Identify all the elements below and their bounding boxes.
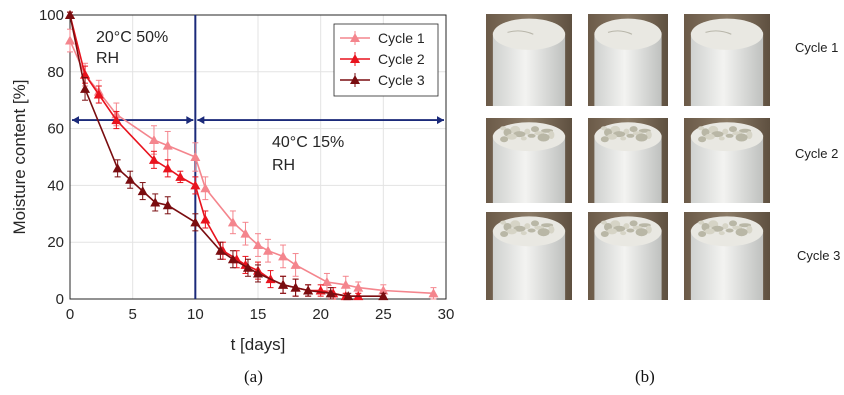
phase-2-arrow-head-left <box>197 116 205 125</box>
y-tick-label: 40 <box>47 177 64 194</box>
x-tick-label: 25 <box>375 306 392 323</box>
data-point <box>190 180 201 190</box>
x-tick-label: 0 <box>66 306 74 323</box>
sample-photo-cycle-1-2 <box>588 14 668 106</box>
data-point <box>215 245 226 255</box>
data-point <box>321 276 332 286</box>
sample-photo-cycle-2-2 <box>588 118 668 203</box>
legend: Cycle 1 Cycle 2 Cycle 3 <box>333 23 439 97</box>
x-tick-label: 10 <box>187 306 204 323</box>
y-tick-label: 100 <box>39 7 64 24</box>
series-line-cycle-3 <box>69 14 384 297</box>
legend-entry-cycle-2: Cycle 2 <box>378 51 425 67</box>
data-point <box>378 291 389 301</box>
data-point <box>80 83 91 93</box>
sample-photo-cycle-1-3 <box>684 14 770 106</box>
data-point <box>428 288 439 298</box>
x-tick-label: 30 <box>438 306 455 323</box>
data-point <box>263 245 274 255</box>
legend-swatch-marker <box>350 33 360 42</box>
sample-photo-cycle-3-3 <box>684 212 770 300</box>
annotation-phase-2-line-2: RH <box>272 157 295 174</box>
legend-swatch-marker <box>350 54 360 63</box>
data-point <box>278 251 289 261</box>
sample-photo-cycle-3-2 <box>588 212 668 300</box>
data-point <box>227 254 238 264</box>
data-point <box>162 200 173 210</box>
x-tick-label: 5 <box>128 306 136 323</box>
photo-row-label-cycle-3: Cycle 3 <box>797 248 841 263</box>
data-point <box>378 285 389 295</box>
phase-2-arrow-head-right <box>437 116 444 125</box>
data-point <box>190 152 201 161</box>
data-point <box>325 288 336 298</box>
data-point <box>353 282 364 292</box>
y-tick-label: 0 <box>56 291 64 308</box>
y-tick-label: 80 <box>47 64 64 81</box>
data-point <box>148 154 159 164</box>
data-point <box>190 217 201 227</box>
y-axis-label: Moisture content [%] <box>10 80 29 235</box>
annotation-phase-2-line-1: 40°C 15% <box>272 134 344 151</box>
data-point <box>93 89 104 99</box>
x-tick-label: 20 <box>312 306 329 323</box>
photo-row-label-cycle-1: Cycle 1 <box>795 40 839 55</box>
caption-b: (b) <box>635 367 655 386</box>
data-point <box>125 174 136 184</box>
data-point <box>290 282 301 292</box>
series <box>65 10 439 301</box>
series-cycle-3 <box>65 10 389 301</box>
data-point <box>200 183 211 193</box>
sample-photo-cycle-1-1 <box>486 14 572 106</box>
data-point <box>200 214 211 224</box>
sample-photo-cycle-2-3 <box>684 118 770 203</box>
data-point <box>150 197 161 207</box>
legend-entry-cycle-1: Cycle 1 <box>378 30 425 46</box>
data-point <box>278 279 289 289</box>
annotation-phase-1-line-2: RH <box>96 50 119 67</box>
data-point <box>253 268 263 278</box>
phase-1-arrow-head-left <box>72 116 79 125</box>
data-point <box>303 285 314 295</box>
sample-photo-cycle-2-1 <box>486 118 572 203</box>
y-tick-label: 20 <box>47 234 64 251</box>
data-point <box>65 35 75 45</box>
data-point <box>240 228 251 238</box>
axes: 0 5 10 15 20 25 30 0 20 40 60 80 100 t [days] Moisture… <box>10 7 454 354</box>
data-point <box>137 186 148 196</box>
data-point <box>175 171 186 181</box>
sample-photo-cycle-3-1 <box>486 212 572 300</box>
y-tick-label: 60 <box>47 121 64 138</box>
caption-a: (a) <box>244 367 263 386</box>
annotations: 20°C 50% RH 40°C 15% RH <box>72 15 444 299</box>
data-point <box>343 291 354 301</box>
plot-frame <box>69 14 447 300</box>
data-point <box>227 217 238 227</box>
data-point <box>162 140 173 150</box>
x-tick-label: 15 <box>250 306 267 323</box>
data-point <box>253 240 263 250</box>
annotation-phase-1-line-1: 20°C 50% <box>96 29 168 46</box>
data-point <box>340 279 351 289</box>
data-point <box>290 259 301 269</box>
series-cycle-2 <box>65 10 364 301</box>
data-point <box>111 115 122 125</box>
legend-entry-cycle-3: Cycle 3 <box>378 72 425 88</box>
data-point <box>148 134 159 144</box>
x-axis-label: t [days] <box>231 335 286 354</box>
data-point <box>162 163 173 173</box>
phase-1-arrow-head-right <box>186 116 194 125</box>
photo-row-label-cycle-2: Cycle 2 <box>795 146 839 161</box>
data-point <box>65 10 75 19</box>
data-point <box>112 163 123 173</box>
data-point <box>242 262 253 272</box>
legend-swatch-marker <box>350 75 360 84</box>
